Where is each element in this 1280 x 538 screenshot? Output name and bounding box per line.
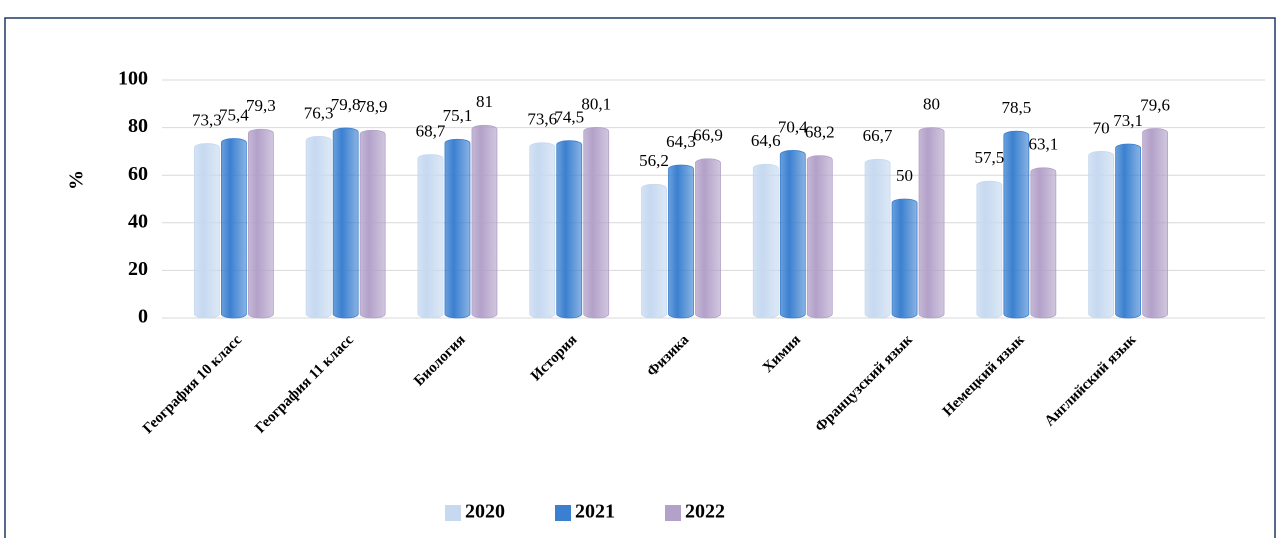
bar — [918, 127, 945, 319]
data-label: 70,4 — [778, 117, 808, 136]
data-label: 64,6 — [751, 131, 781, 150]
bar — [220, 138, 247, 319]
data-label: 74,5 — [554, 108, 584, 127]
bar — [752, 163, 779, 319]
bar — [641, 183, 667, 319]
data-label: 81 — [476, 92, 493, 111]
data-label: 66,7 — [863, 126, 893, 145]
y-tick-label: 20 — [128, 258, 148, 280]
legend-swatch — [665, 505, 681, 521]
data-label: 76,3 — [304, 103, 334, 122]
data-label: 68,7 — [416, 121, 446, 140]
y-tick-label: 0 — [138, 306, 148, 328]
bar — [1142, 128, 1169, 319]
data-label: 73,1 — [1113, 111, 1143, 130]
bar — [806, 155, 833, 319]
data-label: 68,2 — [805, 123, 835, 142]
data-label: 78,5 — [1001, 98, 1031, 117]
data-label: 80,1 — [581, 94, 611, 113]
bar — [1088, 150, 1115, 319]
x-tick-label: Немецкий язык — [940, 332, 1028, 420]
data-label: 56,2 — [639, 151, 669, 170]
bar — [247, 128, 274, 319]
bar — [471, 124, 498, 319]
bar — [359, 129, 386, 319]
bar — [864, 158, 891, 319]
legend-label: 2020 — [465, 501, 505, 523]
x-tick-label: Английский язык — [1042, 332, 1140, 430]
data-label: 57,5 — [974, 148, 1004, 167]
bar — [976, 180, 1003, 319]
x-tick-label: География 10 класс — [140, 332, 245, 437]
legend-label: 2021 — [575, 501, 615, 523]
bar — [1030, 167, 1057, 319]
legend-swatch — [445, 505, 461, 521]
data-label: 73,6 — [527, 110, 557, 129]
x-tick-label: Химия — [760, 332, 804, 376]
x-tick-label: Физика — [644, 332, 693, 381]
data-label: 75,1 — [443, 106, 473, 125]
bar — [529, 142, 556, 319]
bar — [1003, 130, 1030, 319]
y-tick-label: 100 — [118, 68, 148, 90]
data-label: 64,3 — [666, 132, 696, 151]
y-tick-label: 60 — [128, 163, 148, 185]
bar — [891, 198, 918, 319]
x-tick-label: История — [528, 332, 580, 384]
data-label: 79,3 — [246, 96, 276, 115]
bar — [305, 136, 332, 319]
bar — [193, 143, 220, 319]
y-tick-label: 40 — [128, 210, 148, 232]
x-tick-label: География 11 класс — [252, 332, 357, 437]
data-label: 78,9 — [358, 97, 388, 116]
bar — [779, 150, 806, 319]
bar — [668, 164, 694, 319]
data-label: 80 — [923, 95, 940, 114]
data-label: 50 — [896, 166, 913, 185]
bar — [1115, 143, 1142, 319]
bar — [556, 140, 583, 319]
bar — [417, 154, 444, 319]
data-label: 70 — [1093, 118, 1110, 137]
bar — [583, 126, 610, 319]
legend-label: 2022 — [685, 501, 725, 523]
x-tick-label: Французский язык — [812, 332, 916, 436]
data-label: 73,3 — [192, 110, 222, 129]
bar — [695, 158, 721, 319]
bar — [332, 127, 359, 319]
chart-frame — [4, 17, 1276, 538]
y-tick-label: 80 — [128, 115, 148, 137]
x-tick-label: Биология — [411, 332, 469, 390]
legend-swatch — [555, 505, 571, 521]
data-label: 66,9 — [693, 126, 723, 145]
y-axis-label: % — [66, 170, 88, 190]
data-label: 79,8 — [331, 95, 361, 114]
data-label: 63,1 — [1028, 135, 1058, 154]
bar — [444, 138, 471, 319]
data-label: 75,4 — [219, 105, 249, 124]
data-label: 79,6 — [1140, 95, 1170, 114]
